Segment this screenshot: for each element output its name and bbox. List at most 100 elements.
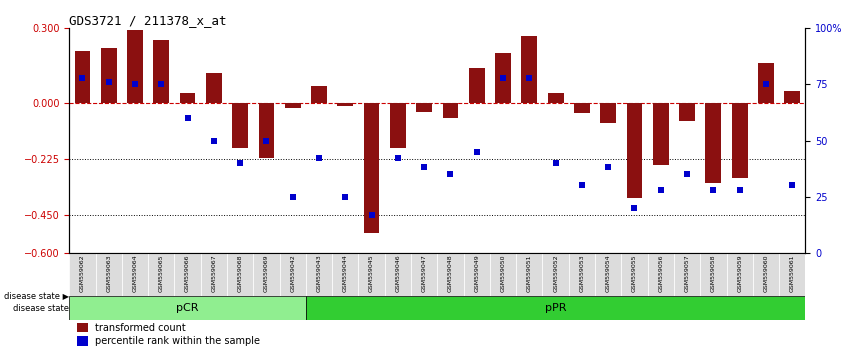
Point [128,81,142,87]
Bar [443,103,458,118]
Text: disease state ▶: disease state ▶ [4,291,69,300]
Point [417,165,431,170]
Bar [785,91,800,103]
FancyBboxPatch shape [753,253,779,296]
Bar [469,68,485,103]
Text: GSM559059: GSM559059 [737,255,742,292]
Point [575,183,589,188]
Text: GDS3721 / 211378_x_at: GDS3721 / 211378_x_at [69,14,227,27]
Text: GSM559065: GSM559065 [158,255,164,292]
FancyBboxPatch shape [174,253,201,296]
Bar [600,103,616,123]
Bar [679,103,695,121]
Text: GSM559049: GSM559049 [475,255,479,292]
Text: GSM559063: GSM559063 [107,255,111,292]
Text: GSM559066: GSM559066 [185,255,190,292]
Point [680,171,694,177]
FancyBboxPatch shape [490,253,516,296]
Point [286,194,300,199]
Point [365,212,378,217]
FancyBboxPatch shape [595,253,622,296]
FancyBboxPatch shape [280,253,306,296]
Bar [732,103,747,178]
Bar [547,93,564,103]
FancyBboxPatch shape [201,253,227,296]
Point [154,81,168,87]
Bar [311,86,326,103]
Bar [495,53,511,103]
Text: GSM559055: GSM559055 [632,255,637,292]
FancyBboxPatch shape [622,253,648,296]
Point [470,149,484,155]
FancyBboxPatch shape [463,253,490,296]
FancyBboxPatch shape [385,253,411,296]
Bar [574,103,590,113]
FancyBboxPatch shape [569,253,595,296]
FancyBboxPatch shape [779,253,805,296]
Bar [653,103,669,165]
Point [522,75,536,80]
Point [654,187,668,193]
Bar [417,103,432,112]
FancyBboxPatch shape [333,253,359,296]
Text: GSM559057: GSM559057 [685,255,689,292]
Bar [706,103,721,183]
Text: GSM559046: GSM559046 [396,255,400,292]
FancyBboxPatch shape [516,253,542,296]
Point [260,138,274,143]
FancyBboxPatch shape [148,253,174,296]
Point [628,205,642,211]
FancyBboxPatch shape [437,253,463,296]
FancyBboxPatch shape [701,253,727,296]
Bar [127,30,143,103]
FancyBboxPatch shape [359,253,385,296]
Bar [758,63,774,103]
Text: GSM559048: GSM559048 [448,255,453,292]
Bar [74,51,90,103]
FancyBboxPatch shape [648,253,674,296]
Bar [390,103,406,148]
Text: GSM559050: GSM559050 [501,255,506,292]
FancyBboxPatch shape [227,253,253,296]
Text: pPR: pPR [545,303,566,313]
Point [759,81,772,87]
Point [707,187,721,193]
Point [785,183,799,188]
Text: GSM559051: GSM559051 [527,255,532,292]
Bar [232,103,248,148]
Bar [180,93,196,103]
Text: GSM559060: GSM559060 [764,255,768,292]
FancyBboxPatch shape [411,253,437,296]
FancyBboxPatch shape [542,253,569,296]
Text: GSM559044: GSM559044 [343,255,348,292]
Text: GSM559067: GSM559067 [211,255,216,292]
FancyBboxPatch shape [122,253,148,296]
FancyBboxPatch shape [306,296,805,320]
Point [207,138,221,143]
Text: GSM559062: GSM559062 [80,255,85,292]
Text: GSM559058: GSM559058 [711,255,716,292]
Point [391,156,404,161]
Text: GSM559053: GSM559053 [579,255,585,292]
Text: disease state: disease state [13,304,69,313]
FancyBboxPatch shape [727,253,753,296]
Bar [77,336,87,346]
Point [312,156,326,161]
Point [496,75,510,80]
FancyBboxPatch shape [306,253,333,296]
Bar [77,323,87,332]
Point [181,115,195,121]
Bar [338,103,353,105]
FancyBboxPatch shape [674,253,701,296]
Point [601,165,615,170]
FancyBboxPatch shape [253,253,280,296]
FancyBboxPatch shape [95,253,122,296]
FancyBboxPatch shape [69,253,95,296]
Text: GSM559069: GSM559069 [264,255,269,292]
Text: GSM559043: GSM559043 [317,255,321,292]
Text: GSM559056: GSM559056 [658,255,663,292]
Text: GSM559045: GSM559045 [369,255,374,292]
Point [339,194,352,199]
Bar [521,36,537,103]
FancyBboxPatch shape [69,296,306,320]
